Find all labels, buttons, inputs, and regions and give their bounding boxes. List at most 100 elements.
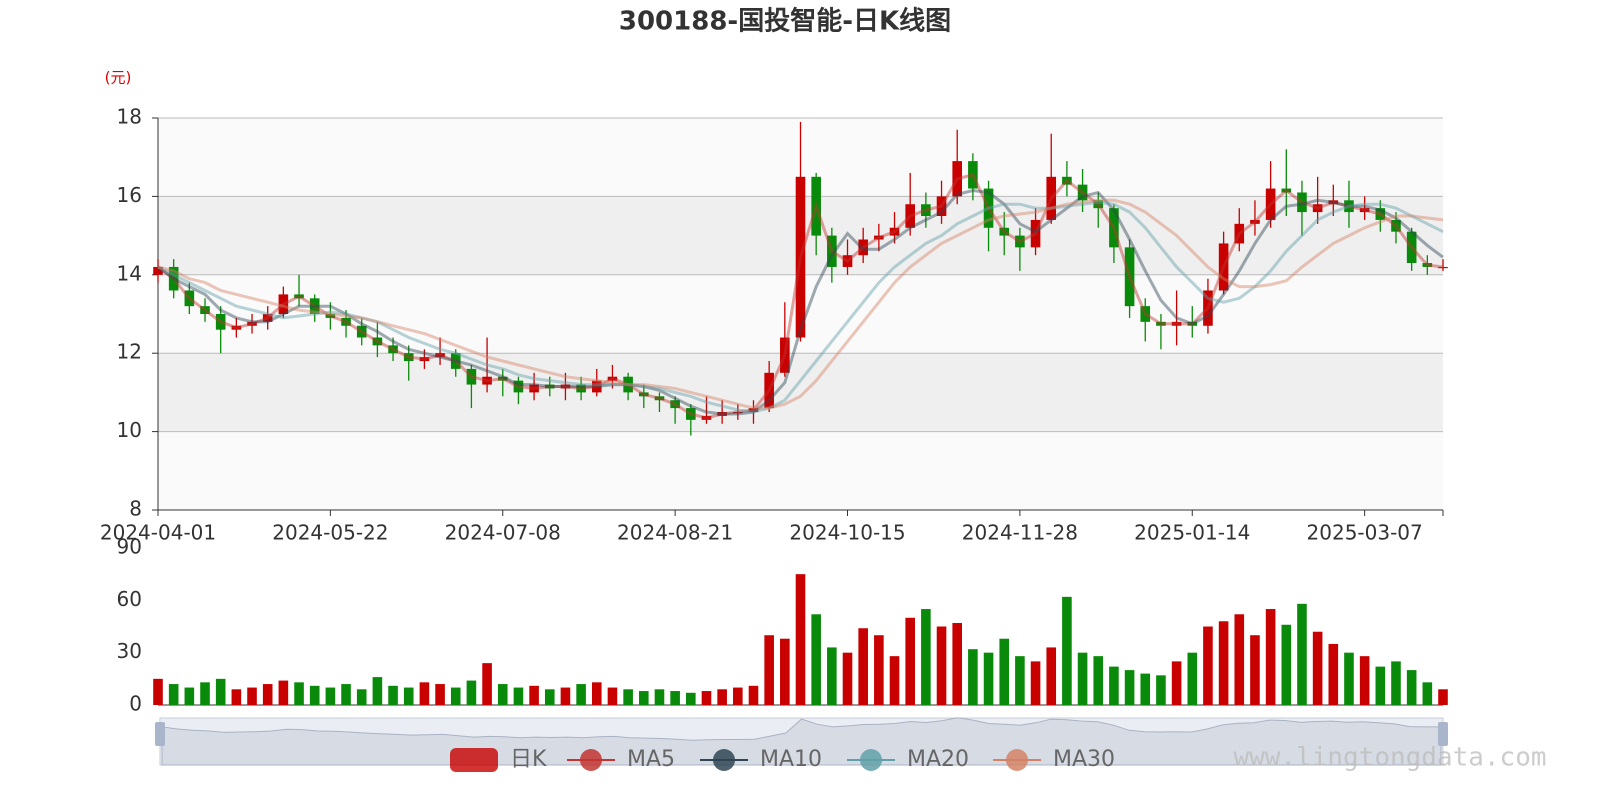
candle-body [623, 376, 633, 393]
candle-body [513, 380, 524, 393]
volume-bar [795, 574, 806, 705]
volume-bar [1297, 603, 1307, 705]
candle-body [278, 294, 289, 314]
volume-bar [905, 617, 915, 705]
candle-body [874, 235, 884, 240]
volume-bar [1062, 596, 1072, 705]
volume-tick-label: 90 [117, 535, 142, 559]
ma-line [157, 200, 1444, 414]
volume-bar [654, 689, 665, 705]
candle-body [889, 227, 900, 236]
volume-bar [1109, 666, 1119, 705]
candle-body [654, 396, 665, 401]
x-tick-label: 2025-03-07 [1307, 521, 1423, 545]
volume-bar [325, 687, 336, 705]
volume-bar [670, 691, 680, 705]
candle-body [701, 415, 712, 420]
legend-swatch [450, 748, 498, 772]
volume-bar [1344, 652, 1354, 705]
volume-bar [1171, 661, 1182, 705]
candle-body [1218, 243, 1229, 291]
candle-body [450, 353, 461, 369]
volume-bar [184, 687, 195, 705]
volume-bar [372, 677, 383, 705]
volume-bar [1250, 635, 1260, 705]
candle-body [591, 380, 602, 393]
volume-bar [1218, 621, 1229, 705]
volume-bar [811, 614, 821, 705]
volume-bar [952, 623, 963, 705]
legend: 日K MA5 MA10 MA20 MA30 [450, 747, 1115, 772]
candle-body [1406, 231, 1417, 264]
volume-bar [1406, 670, 1417, 705]
candle-body [670, 400, 680, 409]
volume-bar [1312, 631, 1323, 705]
volume-bar [419, 682, 430, 705]
volume-bar [780, 638, 790, 705]
zoom-handle-left[interactable] [155, 722, 165, 746]
plot: 8 10 12 14 16 18 2024-04-01 2024-05-22 2024-07-0… [100, 105, 1448, 716]
candle-body [1422, 263, 1433, 267]
volume-bar [701, 691, 712, 705]
volume-bar [1046, 647, 1057, 705]
candle-body [1328, 200, 1339, 205]
volume-bar [874, 635, 884, 705]
candle-body [309, 298, 320, 314]
volume-bar [717, 689, 727, 705]
volume-tick-label: 0 [129, 692, 142, 716]
candle-body [215, 314, 226, 330]
volume-bar [1187, 652, 1198, 705]
volume-bar [1375, 666, 1386, 705]
zoom-handle-right[interactable] [1438, 722, 1448, 746]
volume-bar [435, 684, 445, 705]
ma-line [157, 198, 1444, 410]
candle-body [968, 161, 978, 189]
candle-body [1391, 219, 1401, 232]
candle-body [905, 204, 915, 228]
x-tick-label: 2024-11-28 [962, 521, 1078, 545]
volume-bar [1203, 626, 1213, 705]
volume-bar [1359, 656, 1370, 705]
candle-body [733, 412, 743, 414]
volume-bar [309, 685, 320, 705]
legend-label: 日K [510, 747, 547, 772]
candle-body [466, 368, 477, 385]
volume-bar [215, 678, 226, 705]
volume-tick-label: 30 [117, 639, 142, 663]
candle-body [717, 412, 727, 416]
candle-body [1203, 290, 1213, 326]
legend-swatch [860, 749, 882, 771]
candle-body [827, 235, 837, 267]
candle-body [560, 384, 571, 389]
volume-bar [1093, 656, 1104, 705]
candle-body [388, 345, 398, 354]
volume-bar [513, 687, 524, 705]
volume-bar [968, 649, 978, 705]
volume-bar [466, 680, 477, 705]
volume-bar [388, 685, 398, 705]
candle-body [294, 294, 304, 299]
candle-body [419, 357, 430, 362]
candle-body [764, 372, 774, 409]
volume-bar [1265, 609, 1276, 705]
candle-body [1093, 200, 1104, 209]
candle-body [999, 227, 1010, 236]
candle-body [1281, 188, 1292, 193]
volume-bar [591, 682, 602, 705]
candle-body [1062, 176, 1072, 185]
chart-title: 300188-国投智能-日K线图 [619, 6, 951, 37]
candle-body [1250, 219, 1260, 224]
volume-bar [1030, 661, 1041, 705]
candle-body [497, 376, 508, 381]
candle-body [341, 317, 351, 326]
volume-bar [921, 609, 931, 705]
watermark: www.lingtongdata.com [1233, 743, 1546, 773]
volume-bar [764, 635, 774, 705]
volume-bar [889, 656, 900, 705]
legend-label: MA10 [760, 747, 822, 772]
volume-bar [231, 689, 242, 705]
volume-bar [576, 684, 586, 705]
volume-bar [497, 684, 508, 705]
